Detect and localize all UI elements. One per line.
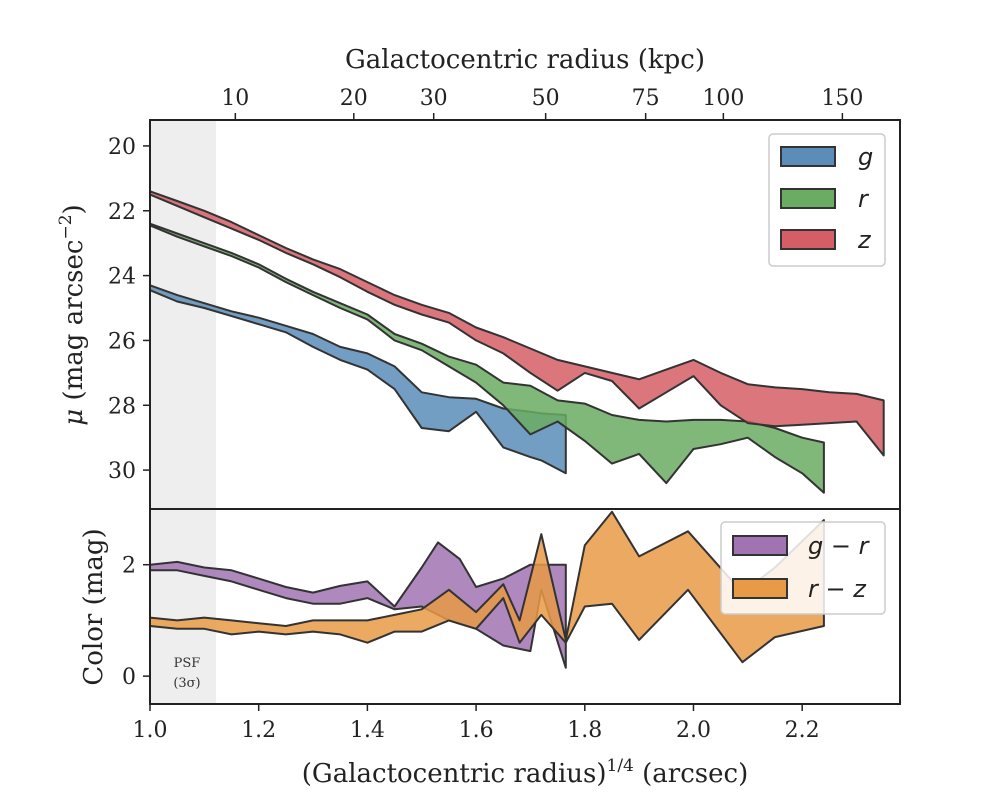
top-kpc-axis: 10 20 30 50 75 100 150	[221, 86, 863, 120]
bottom-ytick-label-1: 2	[122, 554, 136, 579]
bottom-xtick-label-3: 1.6	[459, 718, 494, 743]
bottom-xtick-label-1: 1.2	[241, 718, 276, 743]
top-y-axis: 20 22 24 26 28 30	[108, 135, 150, 484]
color-band-0	[149, 541, 567, 669]
bottom-xtick-label-6: 2.2	[785, 718, 820, 743]
top-legend: g r z	[768, 133, 886, 267]
bottom-y-axis: 02	[122, 554, 150, 690]
bottom-legend: g − r r − z	[720, 521, 886, 615]
surface-brightness-band-1	[149, 222, 825, 494]
legend-label-r: r	[858, 185, 870, 213]
bottom-xtick-label-2: 1.4	[350, 718, 385, 743]
top-tick-label-5: 100	[702, 86, 744, 111]
psf-label: PSF	[174, 656, 201, 671]
top-tick-label-6: 150	[821, 86, 863, 111]
legend-label-z: z	[857, 226, 872, 254]
top-tick-label-3: 50	[532, 86, 560, 111]
surface-brightness-band-0	[149, 284, 567, 475]
legend-label-g-r: g − r	[808, 532, 871, 560]
top-ytick-label-1: 22	[108, 200, 136, 225]
top-ytick-label-3: 26	[108, 329, 136, 354]
top-ytick-label-2: 24	[108, 265, 136, 290]
psf-region-top	[151, 121, 216, 509]
legend-swatch-r-z	[732, 578, 788, 599]
top-tick-label-0: 10	[221, 86, 249, 111]
legend-swatch-g	[780, 146, 836, 167]
psf-region-bottom	[151, 509, 216, 704]
psf-sigma-label: (3σ)	[173, 676, 200, 691]
bottom-x-axis-title: (Galactocentric radius)1/4 (arcsec)	[302, 756, 748, 789]
bottom-xtick-label-4: 1.8	[567, 718, 602, 743]
bottom-xtick-label-5: 2.0	[676, 718, 711, 743]
legend-swatch-g-r	[732, 535, 788, 556]
top-ytick-label-4: 28	[108, 394, 136, 419]
top-tick-label-1: 20	[340, 86, 368, 111]
bottom-ytick-label-0: 0	[122, 665, 136, 690]
legend-label-g: g	[858, 143, 873, 171]
top-axis-title: Galactocentric radius (kpc)	[345, 45, 705, 75]
color-series	[149, 510, 825, 669]
surface-brightness-band-2	[149, 190, 885, 457]
top-tick-label-2: 30	[420, 86, 448, 111]
top-ytick-label-0: 20	[108, 135, 136, 160]
legend-swatch-z	[780, 229, 836, 250]
bottom-xtick-label-0: 1.0	[133, 718, 168, 743]
legend-swatch-r	[780, 188, 836, 209]
top-y-axis-title: μ (mag arcsec−2)	[56, 204, 89, 425]
legend-label-r-z: r − z	[808, 575, 867, 603]
top-tick-label-4: 75	[632, 86, 660, 111]
bottom-panel-frame	[149, 508, 901, 705]
top-ytick-label-5: 30	[108, 459, 136, 484]
surface-brightness-series	[149, 190, 885, 494]
bottom-y-axis-title: Color (mag)	[79, 528, 109, 685]
color-band-1	[149, 510, 825, 664]
bottom-x-axis: 1.0 1.2 1.4 1.6 1.8 2.0 2.2	[133, 704, 820, 743]
